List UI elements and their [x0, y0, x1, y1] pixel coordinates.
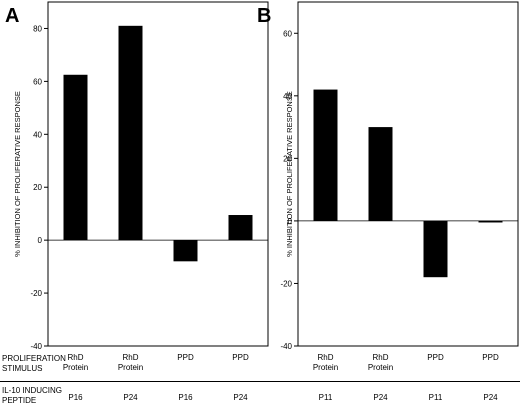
y-tick-label: 60	[33, 77, 42, 86]
y-tick-label: -40	[30, 342, 42, 351]
peptide-label-line2: PEPTIDE	[2, 396, 37, 405]
peptide-label: P24	[123, 393, 138, 402]
peptide-label: P24	[233, 393, 248, 402]
bar	[228, 215, 253, 241]
panel-letter: B	[257, 5, 271, 27]
stimulus-label: Protein	[313, 363, 338, 372]
y-tick-label: 60	[283, 29, 292, 38]
plot-frame	[297, 1, 519, 347]
stimulus-label: PPD	[177, 353, 194, 362]
bar	[118, 25, 143, 241]
chart-panel-a: A -40 -20 0 20 40 60 80 % INHIBITION OF PROLIFER…	[5, 1, 269, 402]
bar	[63, 74, 88, 241]
stimulus-label: RhD	[122, 353, 138, 362]
bar	[313, 89, 338, 221]
stimulus-label: Protein	[118, 363, 143, 372]
y-tick-label: 40	[33, 130, 42, 139]
plot-frame	[47, 1, 269, 347]
peptide-row-label: IL-10 INDUCING PEPTIDE	[2, 386, 62, 406]
stimulus-label: PPD	[427, 353, 444, 362]
stimulus-label-line1: PROLIFERATION	[2, 354, 66, 363]
stimulus-label-line2: STIMULUS	[2, 364, 43, 373]
y-axis-label: % INHIBITION OF PROLIFERATIVE RESPONSE	[285, 91, 294, 257]
y-tick-label: 0	[288, 217, 293, 226]
y-tick-label: 80	[33, 24, 42, 33]
y-tick-label: -20	[30, 289, 42, 298]
stimulus-label: PPD	[232, 353, 249, 362]
peptide-label: P24	[373, 393, 388, 402]
bar	[368, 127, 393, 221]
stimulus-label: PPD	[482, 353, 499, 362]
bar	[478, 220, 503, 223]
stimulus-row-label: PROLIFERATION STIMULUS	[2, 354, 66, 374]
y-axis-label: % INHIBITION OF PROLIFERATIVE RESPONSE	[13, 91, 22, 257]
stimulus-label: Protein	[63, 363, 88, 372]
row-divider	[0, 381, 520, 382]
peptide-label: P11	[429, 393, 443, 402]
peptide-label: P16	[178, 393, 193, 402]
peptide-label: P16	[68, 393, 83, 402]
bar	[173, 240, 198, 262]
stimulus-label: RhD	[317, 353, 333, 362]
peptide-label: P11	[319, 393, 333, 402]
chart-panel-b: B -40 -20 0 20 40 60 % INHIBITION OF PROLIFERAT…	[257, 1, 519, 402]
y-tick-label: 20	[33, 183, 42, 192]
panel-letter: A	[5, 5, 19, 27]
peptide-label: P24	[483, 393, 498, 402]
peptide-label-line1: IL-10 INDUCING	[2, 386, 63, 395]
y-tick-label: -40	[280, 342, 292, 351]
y-tick-label: -20	[280, 279, 292, 288]
y-tick-label: 20	[283, 154, 292, 163]
y-tick-label: 0	[38, 236, 43, 245]
stimulus-label: RhD	[67, 353, 83, 362]
stimulus-label: RhD	[372, 353, 388, 362]
bar	[423, 220, 448, 278]
y-tick-label: 40	[283, 92, 292, 101]
stimulus-label: Protein	[368, 363, 393, 372]
